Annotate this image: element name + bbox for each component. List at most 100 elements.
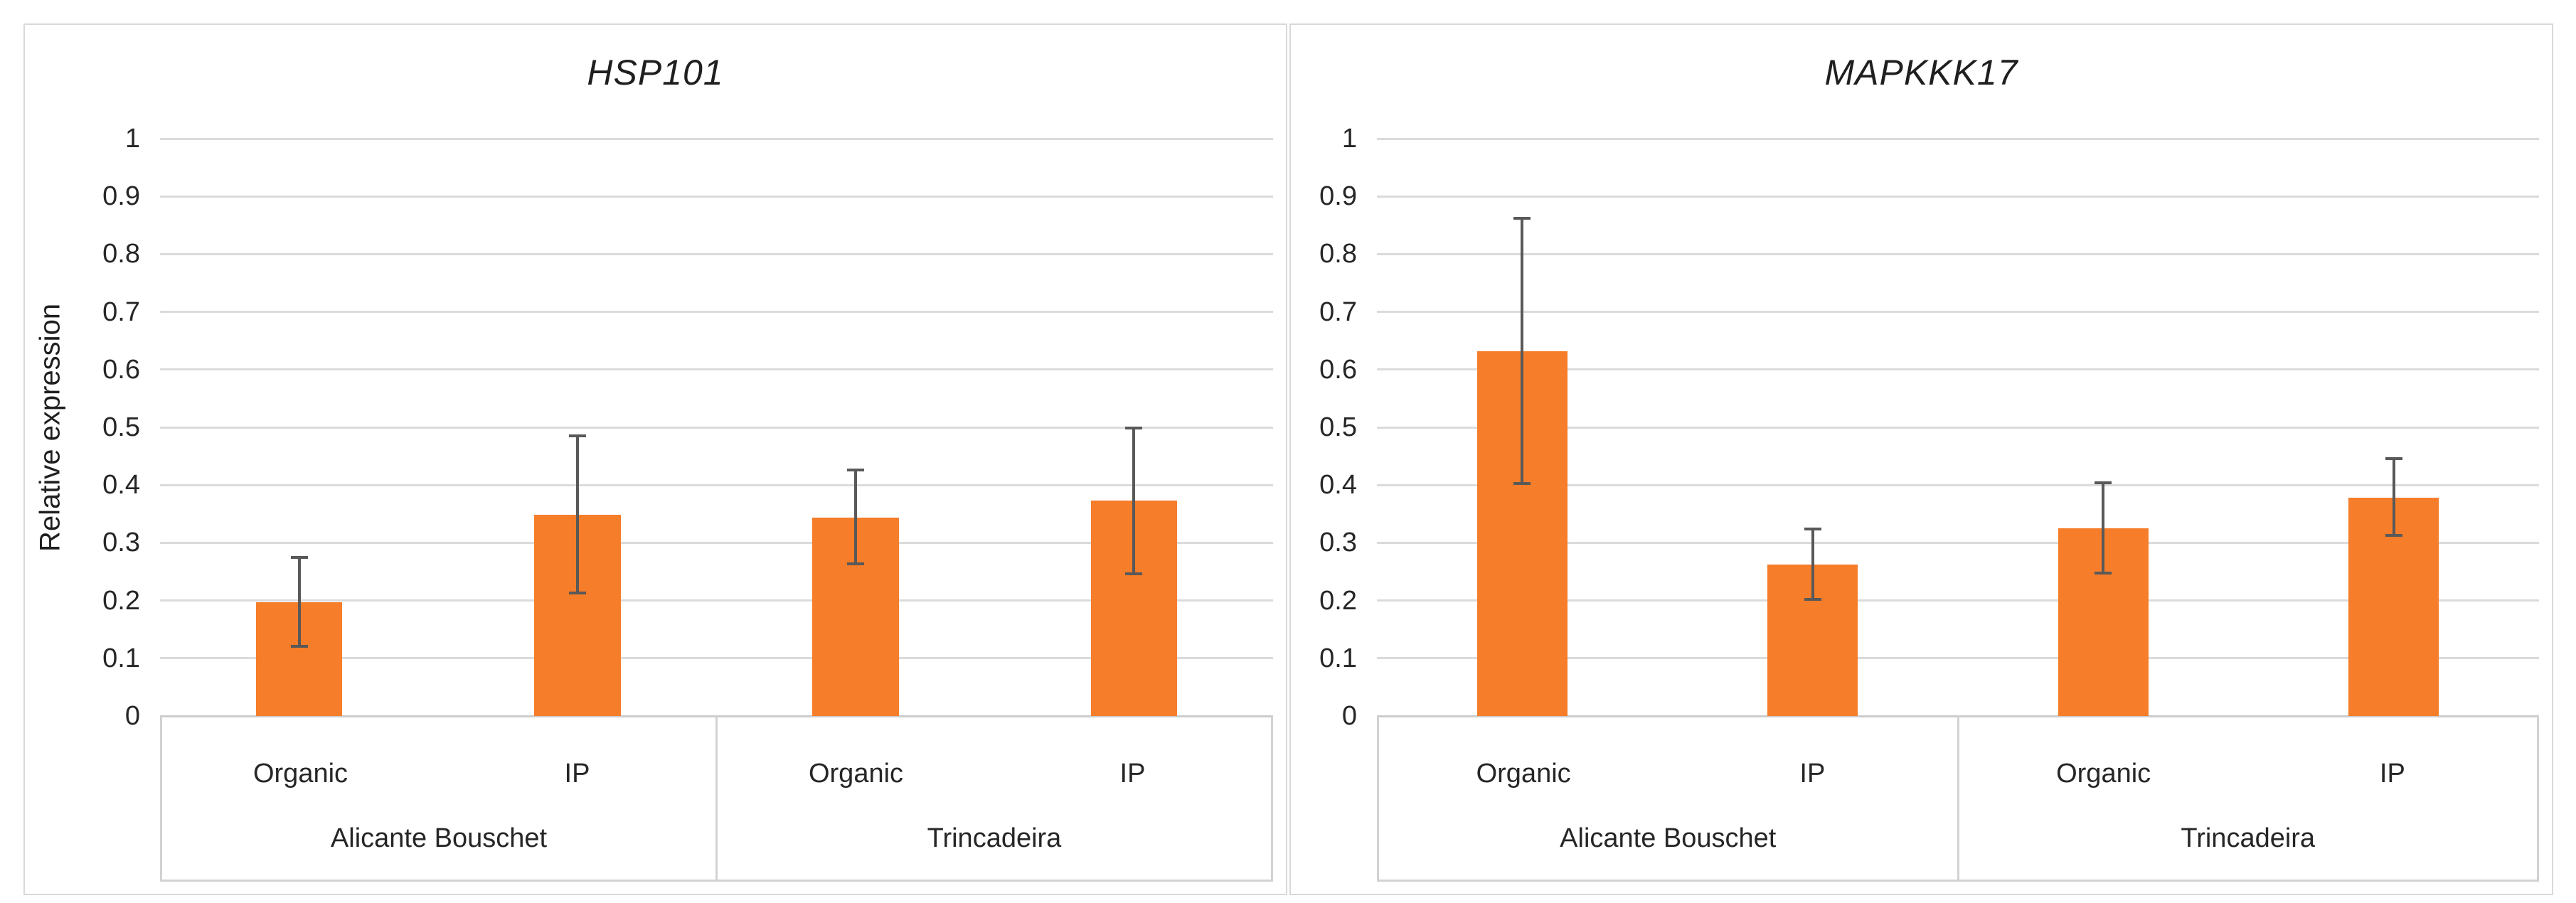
axis-group-alicante-bouschet: Organic IP Alicante Bouschet <box>162 716 715 880</box>
error-bar-line <box>1132 427 1136 575</box>
error-bar-cap-bottom <box>568 592 586 595</box>
y-tick-label-0.5: 0.5 <box>1319 412 1357 442</box>
error-bar-cap-top <box>1513 216 1531 220</box>
axis-group-trincadeira: Organic IP Trincadeira <box>715 716 1271 880</box>
chart-panel-hsp101: HSP101 Relative expression 0 0.1 0.2 0.3 0.4… <box>23 23 1287 895</box>
chart-panel-mapkkk17: MAPKKK17 0 0.1 0.2 0.3 0.4 0.5 0.6 0.7 0.8 0.9 1 O… <box>1289 23 2553 895</box>
bar-slot-trincadeira-organic <box>1958 139 2249 716</box>
category-label-ip: IP <box>564 759 590 789</box>
error-bar-cap-bottom <box>847 562 865 566</box>
error-bar-cap-top <box>2095 481 2112 484</box>
gridline <box>160 599 1273 602</box>
gridline <box>160 195 1273 198</box>
category-label-organic: Organic <box>808 759 904 789</box>
category-label-ip: IP <box>2379 759 2405 789</box>
error-bar-line <box>1811 528 1814 601</box>
error-bar-line <box>297 556 301 648</box>
gridline <box>160 483 1273 486</box>
group-label-trincadeira: Trincadeira <box>927 823 1062 853</box>
gridline <box>1377 311 2539 314</box>
axis-group-trincadeira: Organic IP Trincadeira <box>1957 716 2538 880</box>
error-bar-cap-top <box>290 556 308 560</box>
bar-slot-trincadeira-ip <box>2249 139 2540 716</box>
y-tick-label-1: 1 <box>124 124 140 154</box>
gridline <box>160 368 1273 371</box>
y-tick-label-0.1: 0.1 <box>102 643 140 673</box>
group-label-alicante-bouschet: Alicante Bouschet <box>1560 823 1777 853</box>
y-tick-label-0: 0 <box>1341 701 1357 731</box>
gridline <box>1377 599 2539 602</box>
gridline <box>1377 426 2539 429</box>
y-axis-tick-labels: 0 0.1 0.2 0.3 0.4 0.5 0.6 0.7 0.8 0.9 1 <box>1291 125 1357 730</box>
error-bar-cap-top <box>2385 457 2402 461</box>
error-bar-line <box>1521 216 1524 486</box>
gridline <box>160 311 1273 314</box>
error-bar-line <box>2102 481 2105 575</box>
gridline <box>1377 368 2539 371</box>
y-tick-label-0.2: 0.2 <box>102 585 140 616</box>
error-bar-cap-bottom <box>2095 572 2112 575</box>
y-tick-label-0: 0 <box>124 701 140 731</box>
category-axis: Organic IP Alicante Bouschet Organic IP Trinc… <box>160 716 1273 882</box>
y-tick-label-0.3: 0.3 <box>102 528 140 558</box>
bar-slot-trincadeira-ip <box>995 139 1273 716</box>
y-tick-label-0.6: 0.6 <box>102 354 140 385</box>
chart-title: HSP101 <box>587 53 724 92</box>
y-tick-label-0.9: 0.9 <box>102 181 140 212</box>
y-tick-label-0.8: 0.8 <box>1319 239 1357 269</box>
gridline <box>1377 195 2539 198</box>
y-tick-label-0.3: 0.3 <box>1319 528 1357 558</box>
error-bar-cap-bottom <box>1125 572 1143 575</box>
y-tick-label-0.5: 0.5 <box>102 412 140 442</box>
gridline <box>160 541 1273 544</box>
y-tick-label-0.8: 0.8 <box>102 239 140 269</box>
axis-group-alicante-bouschet: Organic IP Alicante Bouschet <box>1379 716 1957 880</box>
error-bar-cap-bottom <box>2385 534 2402 538</box>
error-bar-cap-top <box>1804 528 1821 531</box>
bar-slot-alicante-bouschet-organic <box>160 139 438 716</box>
plot-area <box>160 137 1273 717</box>
category-labels-row: Organic IP <box>718 716 1271 798</box>
gridline <box>1377 541 2539 544</box>
chart-title: MAPKKK17 <box>1824 53 2018 92</box>
error-bar-cap-bottom <box>1804 597 1821 601</box>
plot-area <box>1377 137 2540 717</box>
error-bar-line <box>2392 457 2395 538</box>
y-tick-label-0.6: 0.6 <box>1319 354 1357 385</box>
error-bar-cap-top <box>1125 427 1143 430</box>
category-axis: Organic IP Alicante Bouschet Organic IP Trinc… <box>1377 716 2539 882</box>
gridline <box>1377 483 2539 486</box>
error-bar-cap-top <box>847 469 865 472</box>
gridline <box>160 426 1273 429</box>
group-label-alicante-bouschet: Alicante Bouschet <box>330 823 548 853</box>
y-axis-tick-labels: 0 0.1 0.2 0.3 0.4 0.5 0.6 0.7 0.8 0.9 1 <box>25 125 140 730</box>
error-bar-line <box>575 434 579 595</box>
y-tick-label-0.1: 0.1 <box>1319 643 1357 673</box>
gridline <box>1377 137 2539 140</box>
bar-slot-alicante-bouschet-ip <box>1668 139 1959 716</box>
y-tick-label-0.4: 0.4 <box>102 470 140 501</box>
gridline <box>1377 657 2539 660</box>
category-labels-row: Organic IP <box>1959 716 2538 798</box>
bar-slot-alicante-bouschet-ip <box>438 139 716 716</box>
bar-slot-alicante-bouschet-organic <box>1377 139 1668 716</box>
y-tick-label-0.7: 0.7 <box>1319 296 1357 327</box>
category-label-organic: Organic <box>2056 759 2151 789</box>
y-tick-label-1: 1 <box>1341 124 1357 154</box>
category-labels-row: Organic IP <box>162 716 715 798</box>
category-label-organic: Organic <box>1476 759 1571 789</box>
error-bar-line <box>854 469 858 566</box>
gridline <box>160 137 1273 140</box>
error-bar-cap-bottom <box>1513 482 1531 486</box>
y-tick-label-0.7: 0.7 <box>102 296 140 327</box>
group-label-trincadeira: Trincadeira <box>2181 823 2316 853</box>
category-label-ip: IP <box>1799 759 1826 789</box>
category-label-ip: IP <box>1119 759 1146 789</box>
y-tick-label-0.4: 0.4 <box>1319 470 1357 501</box>
y-tick-label-0.9: 0.9 <box>1319 181 1357 212</box>
gridline <box>1377 252 2539 255</box>
bar-slot-trincadeira-organic <box>717 139 995 716</box>
category-label-organic: Organic <box>252 759 348 789</box>
y-tick-label-0.2: 0.2 <box>1319 585 1357 616</box>
category-labels-row: Organic IP <box>1379 716 1957 798</box>
